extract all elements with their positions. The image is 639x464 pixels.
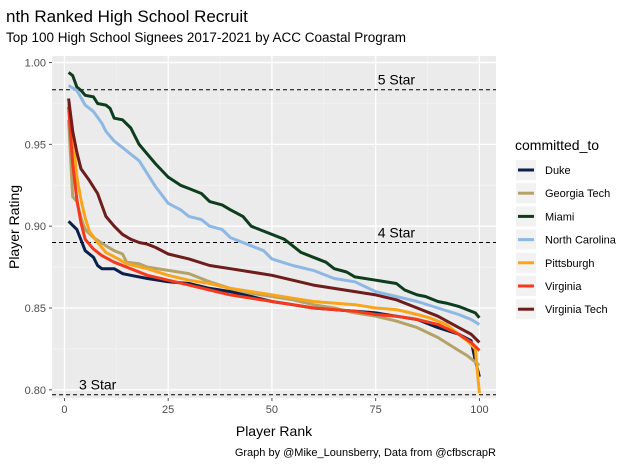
series-line: [67, 71, 481, 319]
x-axis-title: Player Rank: [236, 423, 313, 439]
reference-line-label: 5 Star: [378, 72, 416, 88]
x-tick-label: 25: [162, 404, 174, 416]
reference-line-label: 4 Star: [378, 225, 416, 241]
legend-title: committed_to: [515, 137, 599, 153]
series-line: [67, 103, 481, 394]
series-line: [67, 98, 481, 344]
y-axis-title: Player Rating: [6, 185, 22, 269]
axis-ticks: 0 25 50 75 100 0.80 0.85 0.90 0.95 1.00: [25, 58, 489, 416]
chart-title: nth Ranked High School Recruit: [6, 7, 248, 26]
legend-label: Virginia Tech: [545, 304, 608, 316]
y-tick-label: 0.95: [25, 139, 46, 151]
x-tick-label: 100: [470, 404, 488, 416]
x-tick-label: 75: [370, 404, 382, 416]
y-tick-label: 0.80: [25, 385, 46, 397]
legend-label: Virginia: [545, 281, 582, 293]
legend: committed_to Duke Georgia Tech Miami North …: [515, 137, 617, 320]
legend-label: Pittsburgh: [545, 258, 595, 270]
series-line: [67, 220, 481, 378]
legend-label: Duke: [545, 165, 571, 177]
y-tick-label: 1.00: [25, 58, 46, 70]
y-tick-label: 0.90: [25, 221, 46, 233]
x-tick-label: 0: [61, 404, 67, 416]
series-lines: [67, 71, 481, 394]
series-line: [67, 106, 481, 352]
legend-label: North Carolina: [545, 235, 617, 247]
reference-lines: 5 Star 4 Star 3 Star: [52, 72, 496, 396]
x-tick-label: 50: [266, 404, 278, 416]
chart-caption: Graph by @Mike_Lounsberry, Data from @cf…: [235, 447, 496, 459]
series-line: [67, 84, 481, 326]
legend-label: Miami: [545, 211, 574, 223]
chart-subtitle: Top 100 High School Signees 2017-2021 by…: [6, 30, 406, 45]
plot-panel: [52, 56, 496, 398]
legend-label: Georgia Tech: [545, 188, 610, 200]
reference-line-label: 3 Star: [79, 377, 117, 393]
y-tick-label: 0.85: [25, 303, 46, 315]
